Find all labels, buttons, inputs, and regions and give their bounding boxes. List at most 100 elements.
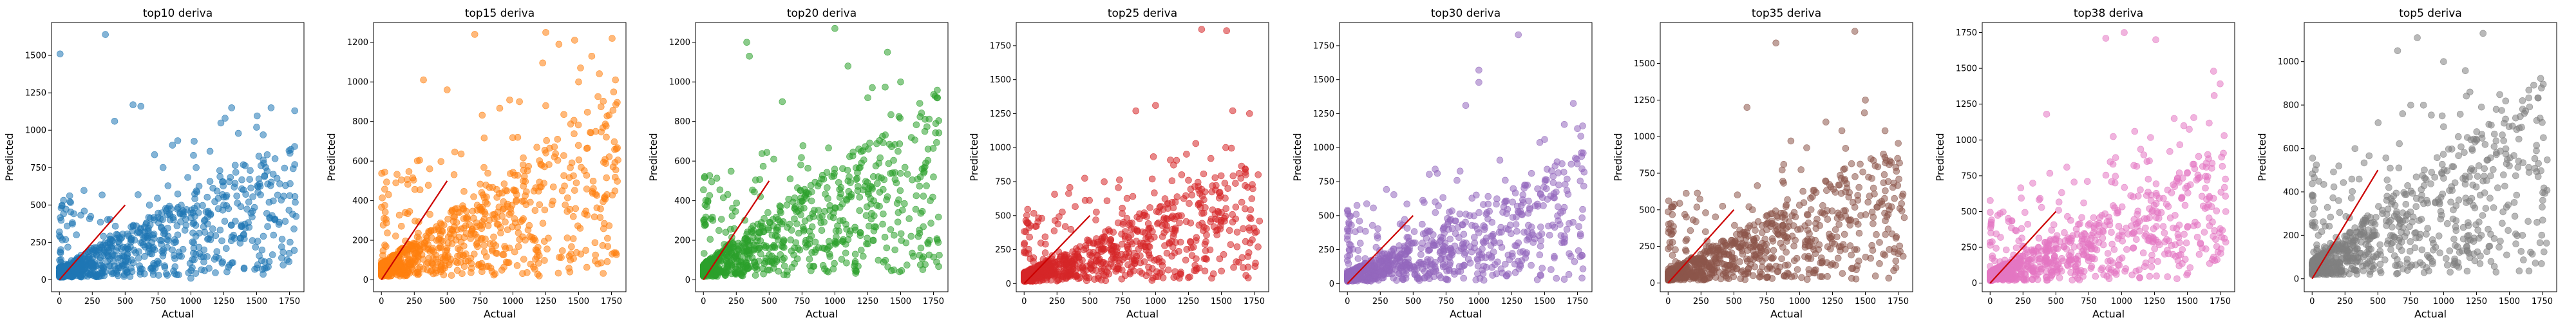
- scatter-point: [583, 145, 591, 152]
- y-tick-label: 1250: [990, 109, 1011, 119]
- scatter-point: [1555, 203, 1562, 211]
- scatter-point: [876, 154, 884, 162]
- scatter-point: [1193, 255, 1200, 263]
- scatter-point: [1345, 260, 1352, 267]
- y-tick-label: 400: [352, 196, 368, 206]
- scatter-point: [797, 187, 804, 194]
- scatter-point: [181, 208, 188, 216]
- scatter-point: [1075, 275, 1082, 283]
- scatter-point: [777, 251, 784, 258]
- scatter-point: [578, 164, 585, 171]
- scatter-point: [269, 171, 277, 178]
- scatter-point: [888, 143, 895, 150]
- x-tick-label: 1750: [279, 297, 300, 307]
- scatter-point: [571, 37, 578, 44]
- scatter-point: [1101, 178, 1108, 185]
- scatter-point: [515, 243, 522, 251]
- scatter-point: [1229, 172, 1237, 180]
- scatter-point: [1403, 225, 1411, 232]
- scatter-point: [1530, 239, 1537, 246]
- scatter-point: [1574, 125, 1581, 132]
- scatter-point: [154, 194, 161, 202]
- x-tick-label: 0: [701, 297, 706, 307]
- scatter-point: [1569, 218, 1577, 226]
- scatter-point: [569, 213, 577, 220]
- scatter-point: [251, 265, 258, 273]
- scatter-point: [1791, 272, 1798, 280]
- scatter-point: [1021, 241, 1028, 249]
- scatter-point: [104, 258, 111, 265]
- scatter-point: [1352, 211, 1360, 218]
- scatter-point: [1577, 133, 1584, 140]
- scatter-point: [583, 185, 591, 193]
- x-tick-label: 750: [472, 297, 488, 307]
- scatter-point: [238, 223, 245, 230]
- scatter-point: [1460, 231, 1468, 238]
- scatter-point: [870, 197, 877, 205]
- scatter-point: [773, 232, 781, 240]
- scatter-point: [1563, 225, 1571, 233]
- scatter-point: [1235, 169, 1243, 177]
- scatter-point: [1459, 221, 1466, 229]
- scatter-point: [427, 227, 435, 234]
- scatter-point: [1377, 269, 1384, 276]
- x-tick-label: 1250: [857, 297, 878, 307]
- scatter-point: [57, 216, 65, 224]
- scatter-point: [1195, 222, 1203, 229]
- scatter-point: [1475, 66, 1482, 74]
- scatter-point: [854, 169, 861, 176]
- scatter-point: [101, 240, 109, 247]
- scatter-point: [1456, 167, 1464, 175]
- scatter-point: [477, 180, 484, 188]
- scatter-point: [855, 146, 862, 153]
- scatter-point: [218, 237, 225, 245]
- scatter-point: [1383, 264, 1390, 272]
- scatter-point: [57, 249, 64, 257]
- scatter-point: [811, 249, 819, 256]
- scatter-point: [448, 272, 455, 279]
- scatter-point: [1224, 185, 1231, 192]
- scatter-point: [197, 253, 205, 261]
- scatter-point: [917, 244, 925, 252]
- scatter-point: [824, 184, 831, 191]
- scatter-point: [1475, 79, 1482, 86]
- scatter-point: [267, 104, 275, 111]
- scatter-point: [467, 235, 475, 242]
- scatter-point: [512, 187, 520, 194]
- x-tick-label: 1250: [213, 297, 234, 307]
- scatter-point: [108, 268, 115, 276]
- y-tick-label: 0: [685, 276, 690, 285]
- scatter-point: [704, 262, 711, 270]
- scatter-point: [190, 152, 197, 159]
- scatter-point: [1141, 243, 1149, 251]
- scatter-point: [215, 254, 223, 262]
- scatter-point: [1151, 189, 1158, 196]
- scatter-point: [444, 252, 452, 260]
- scatter-point: [1242, 166, 1249, 173]
- plot-frame: [51, 22, 305, 292]
- scatter-point: [856, 207, 863, 214]
- scatter-point: [1066, 184, 1074, 191]
- scatter-point: [269, 251, 276, 258]
- scatter-point: [535, 272, 543, 279]
- y-tick-label: 1250: [25, 89, 46, 99]
- scatter-point: [193, 164, 200, 171]
- scatter-point: [173, 205, 181, 213]
- scatter-point: [1119, 210, 1126, 217]
- scatter-point: [1481, 239, 1488, 247]
- scatter-point: [591, 239, 599, 247]
- scatter-point: [560, 111, 567, 118]
- scatter-point: [453, 267, 461, 274]
- scatter-point: [922, 116, 929, 123]
- scatter-point: [561, 182, 568, 190]
- scatter-point: [806, 214, 813, 222]
- scatter-point: [1484, 200, 1492, 208]
- scatter-point: [1164, 266, 1172, 274]
- scatter-point: [156, 236, 164, 244]
- scatter-point: [1577, 253, 1584, 261]
- scatter-point: [727, 167, 735, 175]
- scatter-point: [779, 98, 786, 106]
- scatter-point: [1217, 192, 1224, 200]
- scatter-point: [779, 218, 787, 225]
- scatter-point: [1839, 270, 1846, 277]
